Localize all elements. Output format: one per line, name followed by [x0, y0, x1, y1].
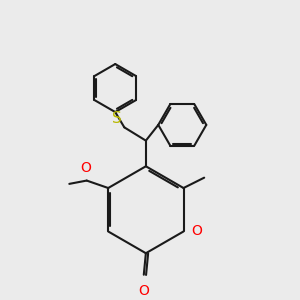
Text: S: S: [112, 111, 122, 126]
Text: O: O: [191, 224, 202, 239]
Text: O: O: [80, 161, 91, 175]
Text: O: O: [138, 284, 149, 298]
